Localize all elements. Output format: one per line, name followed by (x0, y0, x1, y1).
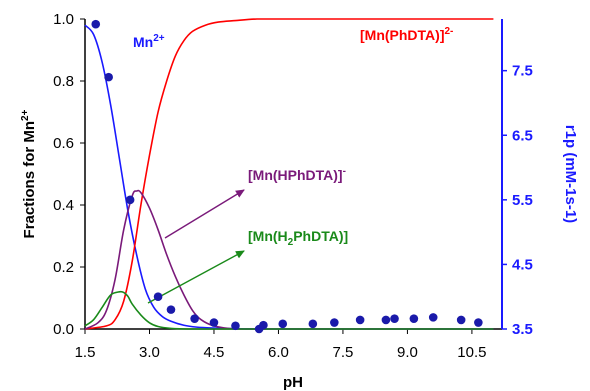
y-right-tick-label: 6.5 (512, 127, 533, 144)
y-right-ticks: 3.5 4.5 5.5 6.5 7.5 (502, 63, 533, 338)
y-left-tick-label: 0.8 (53, 73, 74, 90)
x-tick-label: 7.5 (333, 344, 354, 361)
y-axis-right-title: r1p (mM-1s-1) (562, 125, 579, 223)
x-tick-label: 1.5 (75, 344, 96, 361)
arrow-hphdta (164, 189, 245, 239)
r1p-point (474, 318, 483, 327)
x-ticks: 1.5 3.0 4.5 6.0 7.5 9.0 10.5 (75, 329, 487, 361)
x-tick-label: 3.0 (139, 344, 160, 361)
r1p-point (91, 19, 101, 29)
y-left-tick-label: 0.0 (53, 321, 74, 338)
y-left-tick-label: 1.0 (53, 11, 74, 28)
r1p-point (104, 72, 113, 82)
r1p-point (166, 305, 176, 314)
r1p-point (456, 315, 466, 325)
r1p-point (409, 314, 419, 323)
r1p-point (190, 314, 199, 323)
y-axis-left-title: Fractions for Mn2+ (20, 109, 38, 238)
annotation-hphdta: [Mn(HPhDTA)]- (248, 166, 346, 183)
annotation-mn2: Mn2+ (133, 33, 165, 50)
x-tick-label: 10.5 (457, 344, 486, 361)
r1p-point (278, 319, 288, 329)
x-tick-label: 6.0 (268, 344, 289, 361)
x-tick-label: 9.0 (397, 344, 418, 361)
y-left-tick-label: 0.4 (53, 197, 74, 214)
arrow-h2phdta (147, 250, 245, 304)
r1p-point (209, 318, 219, 327)
series-line-1 (84, 18, 494, 330)
r1p-point (428, 313, 438, 322)
r1p-point (330, 318, 339, 327)
r1p-point (390, 314, 399, 323)
r1p-points (91, 19, 483, 334)
annotation-h2phdta: [Mn(H2PhDTA)] (248, 228, 348, 248)
y-right-tick-label: 3.5 (512, 321, 533, 338)
series-line-3 (84, 290, 494, 330)
r1p-point (259, 320, 268, 330)
r1p-point (153, 292, 163, 302)
x-tick-label: 4.5 (204, 344, 225, 361)
annotation-phdta: [Mn(PhDTA)]2- (360, 26, 453, 43)
y-left-tick-label: 0.2 (53, 259, 74, 276)
y-left-ticks: 0.0 0.2 0.4 0.6 0.8 1.0 (53, 11, 85, 338)
r1p-point (125, 195, 135, 205)
x-axis-title: pH (283, 374, 303, 391)
series-lines (84, 18, 494, 330)
r1p-point (231, 321, 240, 331)
y-right-tick-label: 5.5 (512, 192, 533, 209)
y-right-tick-label: 7.5 (512, 63, 533, 80)
series-line-2 (84, 189, 494, 330)
y-right-tick-label: 4.5 (512, 256, 533, 273)
y-left-tick-label: 0.6 (53, 135, 74, 152)
r1p-point (355, 315, 365, 325)
r1p-point (381, 315, 391, 325)
r1p-point (308, 319, 318, 329)
